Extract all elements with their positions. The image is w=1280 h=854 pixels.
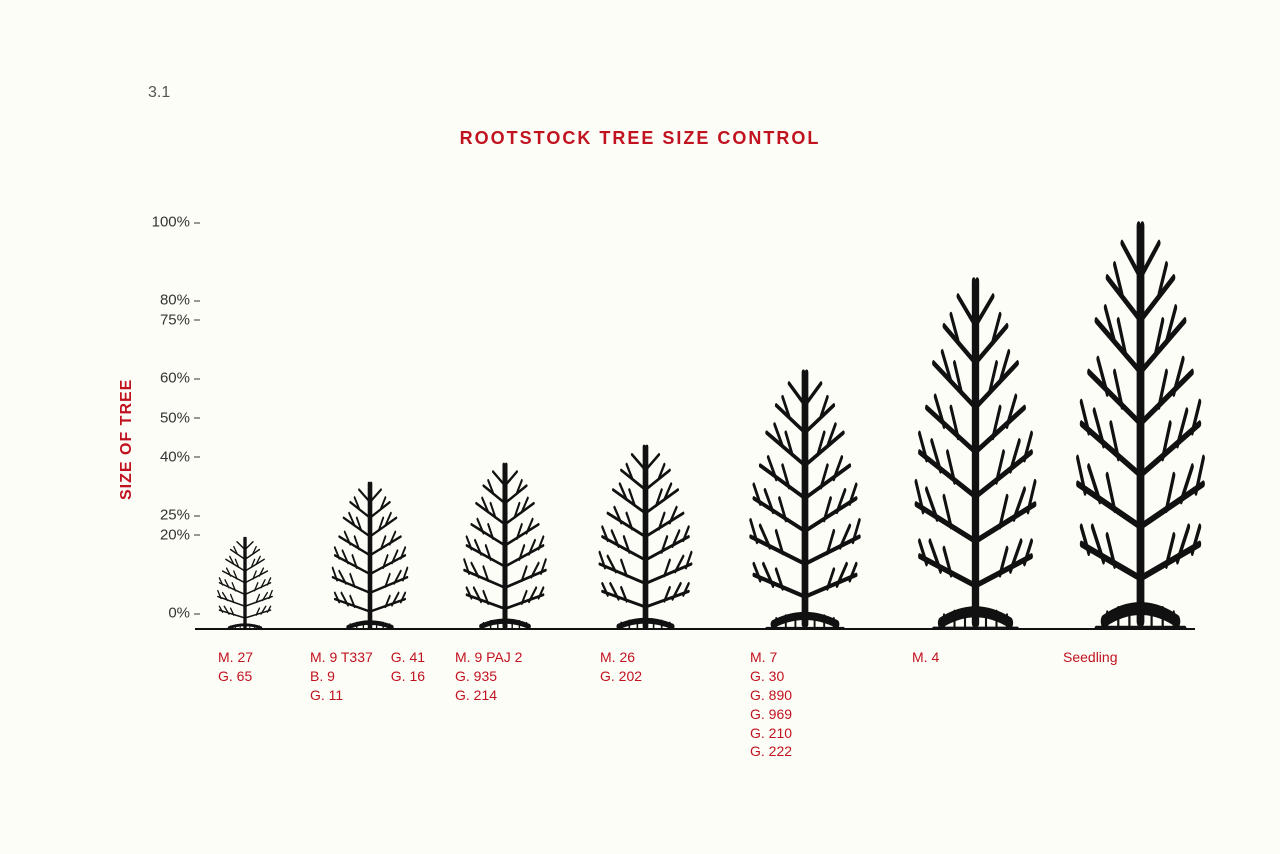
rootstock-label: G. 890 — [750, 686, 792, 705]
rootstock-label: M. 4 — [912, 648, 939, 667]
rootstock-label: G. 202 — [600, 667, 642, 686]
rootstock-label: G. 16 — [391, 667, 425, 686]
tree-t7 — [1048, 200, 1233, 630]
y-tick: 75% — [135, 311, 190, 328]
plot-area: 0%20%25%40%50%60%75%80%100% — [195, 200, 1195, 630]
tree-t1 — [205, 532, 285, 630]
y-tick: 50% — [135, 409, 190, 426]
figure-number: 3.1 — [148, 84, 170, 102]
x-label-t1: M. 27G. 65 — [218, 648, 253, 686]
rootstock-label: G. 65 — [218, 667, 253, 686]
x-label-t6: M. 4 — [912, 648, 939, 667]
y-tick: 60% — [135, 370, 190, 387]
tree-t4 — [578, 435, 713, 630]
rootstock-label: G. 222 — [750, 742, 792, 761]
x-label-t7: Seedling — [1063, 648, 1118, 667]
y-tick: 100% — [135, 214, 190, 231]
rootstock-label: M. 26 — [600, 648, 642, 667]
rootstock-label: Seedling — [1063, 648, 1118, 667]
x-label-t4: M. 26G. 202 — [600, 648, 642, 686]
rootstock-label: G. 41 — [391, 648, 425, 667]
tree-t2 — [315, 474, 425, 630]
rootstock-label: G. 935 — [455, 667, 522, 686]
tree-t6 — [888, 259, 1063, 630]
y-tick: 25% — [135, 507, 190, 524]
rootstock-label: M. 9 PAJ 2 — [455, 648, 522, 667]
y-tick: 0% — [135, 605, 190, 622]
rootstock-label: G. 30 — [750, 667, 792, 686]
rootstock-label: G. 969 — [750, 705, 792, 724]
y-tick: 80% — [135, 292, 190, 309]
rootstock-label: G. 11 — [310, 686, 373, 705]
rootstock-label: M. 9 T337 — [310, 648, 373, 667]
x-label-t3: M. 9 PAJ 2G. 935G. 214 — [455, 648, 522, 705]
y-tick: 40% — [135, 448, 190, 465]
x-label-t2: M. 9 T337B. 9G. 11 G. 41G. 16 — [310, 648, 425, 705]
y-tick: 20% — [135, 526, 190, 543]
y-axis-label: SIZE OF TREE — [118, 379, 136, 500]
rootstock-label: G. 210 — [750, 724, 792, 743]
rootstock-label: M. 7 — [750, 648, 792, 667]
tree-t5 — [725, 356, 885, 630]
rootstock-label: G. 214 — [455, 686, 522, 705]
rootstock-label: B. 9 — [310, 667, 373, 686]
chart-title: ROOTSTOCK TREE SIZE CONTROL — [0, 128, 1280, 149]
tree-t3 — [445, 454, 565, 630]
rootstock-label: M. 27 — [218, 648, 253, 667]
x-label-t5: M. 7G. 30G. 890G. 969G. 210G. 222 — [750, 648, 792, 761]
